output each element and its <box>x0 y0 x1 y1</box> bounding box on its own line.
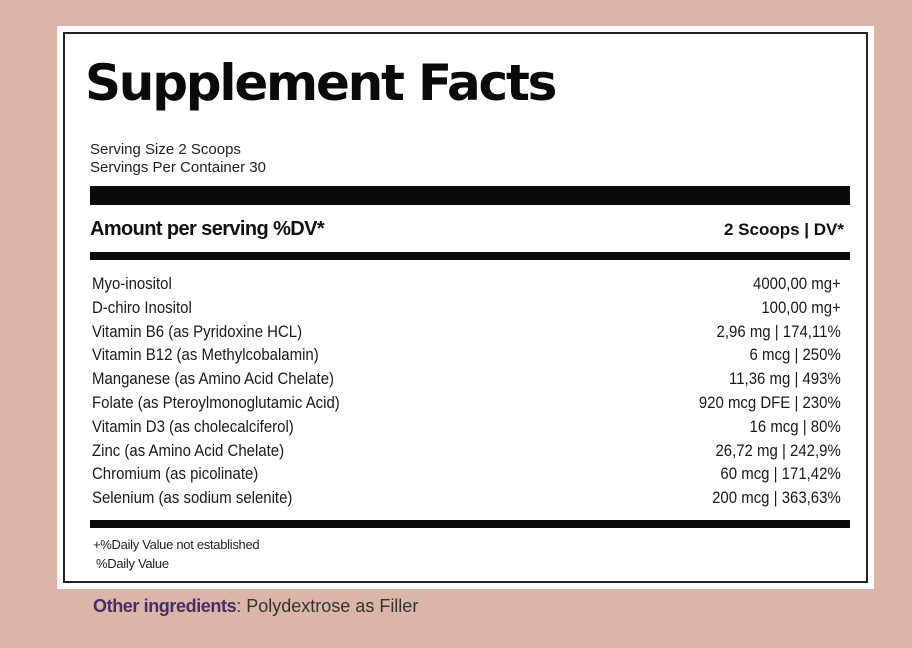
bottom-divider <box>90 520 850 528</box>
nutrient-row: Vitamin B6 (as Pyridoxine HCL) 2,96 mg |… <box>92 320 841 344</box>
nutrient-row: Manganese (as Amino Acid Chelate) 11,36 … <box>92 367 841 391</box>
footnotes: +%Daily Value not established %Daily Val… <box>93 535 260 573</box>
other-ingredients-label: Other ingredients <box>93 596 237 616</box>
footnote-not-established: +%Daily Value not established <box>93 537 260 552</box>
nutrient-name: Vitamin D3 (as cholecalciferol) <box>92 416 294 436</box>
nutrient-amount: 6 mcg | 250% <box>749 345 841 365</box>
nutrient-row: D-chiro Inositol 100,00 mg+ <box>92 296 841 320</box>
other-ingredients: Other ingredients: Polydextrose as Fille… <box>93 596 418 617</box>
nutrient-row: Vitamin D3 (as cholecalciferol) 16 mcg |… <box>92 415 841 439</box>
thick-divider <box>90 186 850 205</box>
nutrient-name: Zinc (as Amino Acid Chelate) <box>92 440 285 460</box>
nutrient-name: Vitamin B12 (as Methylcobalamin) <box>92 345 319 365</box>
page-title: Supplement Facts <box>85 54 557 112</box>
amount-header: Amount per serving %DV* 2 Scoops | DV* <box>90 218 844 241</box>
nutrient-name: Vitamin B6 (as Pyridoxine HCL) <box>92 321 303 341</box>
serving-size: Serving Size 2 Scoops <box>90 141 241 158</box>
footnote-daily-value: %Daily Value <box>96 556 169 571</box>
nutrient-amount: 200 mcg | 363,63% <box>712 488 841 508</box>
nutrient-name: D-chiro Inositol <box>92 297 192 317</box>
nutrient-row: Folate (as Pteroylmonoglutamic Acid) 920… <box>92 391 841 415</box>
nutrient-name: Selenium (as sodium selenite) <box>92 488 293 508</box>
other-ingredients-separator: : <box>236 596 242 616</box>
nutrient-amount: 16 mcg | 80% <box>749 416 841 436</box>
nutrient-row: Selenium (as sodium selenite) 200 mcg | … <box>92 486 841 510</box>
nutrient-row: Myo-inositol 4000,00 mg+ <box>92 272 841 296</box>
nutrient-amount: 60 mcg | 171,42% <box>720 464 841 484</box>
other-ingredients-value: Polydextrose as Filler <box>241 596 419 616</box>
nutrient-amount: 11,36 mg | 493% <box>729 369 841 389</box>
nutrient-row: Chromium (as picolinate) 60 mcg | 171,42… <box>92 462 841 486</box>
dv-column-label: 2 Scoops | DV* <box>723 219 844 239</box>
nutrient-list: Myo-inositol 4000,00 mg+ D-chiro Inosito… <box>92 272 841 510</box>
nutrient-amount: 920 mcg DFE | 230% <box>698 392 841 412</box>
nutrient-name: Chromium (as picolinate) <box>92 464 259 484</box>
nutrient-amount: 2,96 mg | 174,11% <box>716 321 841 341</box>
nutrient-amount: 26,72 mg | 242,9% <box>715 440 841 460</box>
nutrient-amount: 100,00 mg+ <box>761 297 841 317</box>
medium-divider <box>90 252 850 260</box>
nutrient-row: Vitamin B12 (as Methylcobalamin) 6 mcg |… <box>92 343 841 367</box>
nutrient-name: Myo-inositol <box>92 274 172 293</box>
nutrient-name: Manganese (as Amino Acid Chelate) <box>92 369 334 389</box>
supplement-facts-panel <box>63 32 868 583</box>
serving-info: Serving Size 2 Scoops Servings Per Conta… <box>90 141 266 177</box>
servings-per-container: Servings Per Container 30 <box>90 159 266 176</box>
amount-per-serving-label: Amount per serving %DV* <box>90 218 325 240</box>
nutrient-row: Zinc (as Amino Acid Chelate) 26,72 mg | … <box>92 439 841 463</box>
nutrient-amount: 4000,00 mg+ <box>753 274 841 293</box>
supplement-facts-card: Supplement Facts Serving Size 2 Scoops S… <box>57 26 874 589</box>
nutrient-name: Folate (as Pteroylmonoglutamic Acid) <box>92 392 340 412</box>
